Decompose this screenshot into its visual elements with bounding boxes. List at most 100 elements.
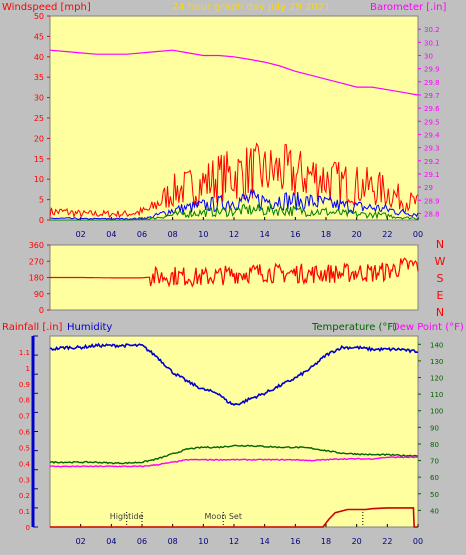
tick-label: 360 <box>29 241 44 250</box>
tick-label: 06 <box>137 537 147 546</box>
tick-label: 20 <box>34 134 44 143</box>
tick-label: 90 <box>430 424 439 432</box>
tick-label: 02 <box>76 537 86 546</box>
tick-label: 29.8 <box>424 79 440 87</box>
tick-label: 18 <box>321 537 331 546</box>
tick-label: 25 <box>34 114 44 123</box>
tick-label: 80 <box>430 441 439 449</box>
tick-label: 30.2 <box>424 26 440 34</box>
tick-label: 60 <box>430 474 439 482</box>
wind-barometer-panel: 0 5 10 15 20 25 30 35 40 45 50 28.8 28.9 29 29.1 29.2 29… <box>34 12 440 239</box>
compass-label: W <box>435 255 446 268</box>
tick-label: 0.1 <box>19 508 30 516</box>
temperature-label: Temperature (°F) <box>311 322 397 333</box>
temperature-series <box>49 444 419 465</box>
tick-label: 110 <box>430 391 443 399</box>
tick-label: 0.2 <box>19 492 30 500</box>
tick-label: 20 <box>352 537 362 546</box>
rainfall-series <box>50 507 418 528</box>
tick-label: 10 <box>34 175 44 184</box>
tick-label: 14 <box>260 230 270 239</box>
tick-label: 29.9 <box>424 66 440 74</box>
tick-label: 0.8 <box>19 397 30 405</box>
tick-label: 12 <box>229 230 239 239</box>
tick-label: 40 <box>34 53 44 62</box>
tick-label: 15 <box>34 155 44 164</box>
tick-label: 22 <box>382 537 392 546</box>
tick-label: 10 <box>198 230 208 239</box>
windspeed-series <box>49 142 419 219</box>
tick-label: 29.5 <box>424 118 440 126</box>
tick-label: 45 <box>34 32 44 41</box>
tick-label: 0.7 <box>19 413 30 421</box>
tick-label: 29.2 <box>424 158 440 166</box>
tick-label: 70 <box>430 458 439 466</box>
tick-label: 29.1 <box>424 171 440 179</box>
event-label: Moon Set <box>205 512 242 521</box>
tick-label: 50 <box>430 491 439 499</box>
tick-label: 50 <box>34 12 44 21</box>
tick-label: 30.1 <box>424 39 440 47</box>
tick-label: 02 <box>76 230 86 239</box>
tick-label: 18 <box>321 230 331 239</box>
plot-area <box>49 335 419 528</box>
tick-label: 28.8 <box>424 210 440 218</box>
tick-label: 00 <box>413 537 423 546</box>
tick-label: 04 <box>106 537 116 546</box>
barometer-label: Barometer [.in] <box>370 2 446 13</box>
tick-label: 28.9 <box>424 197 440 205</box>
tick-label: 29.3 <box>424 145 440 153</box>
tick-label: 29.6 <box>424 105 440 113</box>
event-label: Hightide <box>110 512 144 521</box>
tick-label: 30 <box>34 94 44 103</box>
tick-label: 08 <box>168 230 178 239</box>
tick-label: 1 <box>26 365 30 373</box>
wind-average-series <box>50 203 419 221</box>
tick-label: 0 <box>39 306 44 315</box>
dewpoint-series <box>49 456 419 468</box>
tick-label: 00 <box>413 230 423 239</box>
compass-label: N <box>436 306 444 319</box>
tick-label: 12 <box>229 537 239 546</box>
tick-label: 16 <box>290 537 300 546</box>
tick-label: 0 <box>26 524 30 532</box>
tick-label: 0.3 <box>19 476 30 484</box>
compass-label: N <box>436 238 444 251</box>
tick-label: 08 <box>168 537 178 546</box>
tick-label: 180 <box>29 274 44 283</box>
tick-label: 22 <box>382 230 392 239</box>
rainfall-label: Rainfall [.in] <box>2 322 63 333</box>
tick-label: 04 <box>106 230 116 239</box>
compass-label: S <box>437 272 444 285</box>
tick-label: 10 <box>198 537 208 546</box>
dewpoint-label: Dew Point (°F) <box>392 322 464 333</box>
tick-label: 90 <box>34 290 44 299</box>
tick-label: 100 <box>430 408 443 416</box>
tick-label: 0.4 <box>19 460 31 468</box>
tick-label: 0.9 <box>19 381 30 389</box>
tick-label: 5 <box>39 196 44 205</box>
tick-label: 29.4 <box>424 131 440 139</box>
tick-label: 120 <box>430 375 443 383</box>
temp-humidity-panel: 0 0.1 0.2 0.3 0.4 0.5 0.6 0.7 0.8 0.9 1 1.1 40 50 60 70… <box>19 335 443 546</box>
tick-label: 16 <box>290 230 300 239</box>
tick-label: 06 <box>137 230 147 239</box>
tick-label: 40 <box>430 507 439 515</box>
compass-label: E <box>437 289 444 302</box>
tick-label: 130 <box>430 358 443 366</box>
wind-direction-series <box>50 257 419 288</box>
tick-label: 29.7 <box>424 92 440 100</box>
graph-title: 24 hour graph day July 29 2021 <box>172 2 331 13</box>
tick-label: 0 <box>39 216 44 225</box>
tick-label: 20 <box>352 230 362 239</box>
gust-series <box>49 188 419 220</box>
tick-label: 140 <box>430 341 443 349</box>
windspeed-label: Windspeed [mph] <box>2 2 91 13</box>
barometer-series <box>49 49 419 96</box>
tick-label: 1.1 <box>19 349 30 357</box>
tick-label: 14 <box>260 537 270 546</box>
humidity-label: Humidity <box>67 322 112 333</box>
tick-label: 0.5 <box>19 444 30 452</box>
